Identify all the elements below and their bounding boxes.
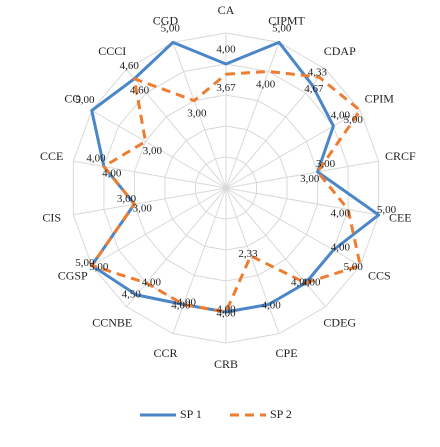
spoke [73, 160, 227, 189]
value-label: 4,00 [331, 242, 351, 254]
category-label: CEE [389, 210, 412, 224]
category-label: CRCF [385, 149, 416, 163]
value-label: 4,00 [216, 44, 236, 56]
legend-label: SP 2 [270, 407, 292, 421]
category-label: CDEG [323, 315, 356, 329]
legend-label: SP 1 [180, 407, 202, 421]
category-label: CCR [153, 346, 177, 360]
value-label: 4,00 [331, 110, 351, 122]
value-label: 4,60 [120, 60, 140, 72]
spoke [225, 187, 280, 334]
category-label: CCS [368, 268, 391, 282]
value-label: 5,00 [272, 22, 292, 34]
category-label: CCNBE [92, 315, 132, 329]
value-label: 3,00 [316, 158, 336, 170]
value-label: 4,67 [304, 83, 324, 95]
series-line [90, 40, 381, 314]
value-label: 4,33 [308, 67, 328, 79]
spoke [172, 187, 227, 334]
value-label: 5,00 [377, 204, 397, 216]
spoke [225, 68, 327, 189]
value-label: 4,60 [130, 84, 150, 96]
value-label: 3,00 [133, 202, 153, 214]
value-label: 3,00 [187, 108, 207, 120]
category-label: CDAP [324, 44, 356, 58]
category-label: CA [218, 3, 235, 17]
spoke [172, 42, 227, 189]
spoke [225, 160, 379, 189]
value-label: 4,00 [256, 79, 276, 91]
value-label: 5,00 [344, 261, 364, 273]
value-label: 4,00 [331, 208, 351, 220]
value-label: 4,50 [122, 289, 142, 301]
value-label: 5,00 [75, 257, 95, 269]
value-label: 4,00 [177, 297, 197, 309]
value-label: 4,00 [171, 300, 191, 312]
spoke [125, 68, 227, 189]
value-label: 4,00 [86, 153, 106, 165]
value-label: 4,00 [142, 276, 162, 288]
spoke [91, 187, 227, 266]
value-label: 3,67 [216, 82, 236, 94]
spoke [225, 187, 361, 266]
spoke [225, 187, 379, 216]
category-label: CRB [214, 357, 238, 371]
value-label: 5,00 [75, 94, 95, 106]
category-label: CIS [42, 210, 61, 224]
spoke [91, 110, 227, 189]
spoke [73, 187, 227, 216]
value-label: 4,00 [216, 308, 236, 320]
category-label: CCE [40, 149, 63, 163]
category-label: CPE [276, 346, 298, 360]
value-label: 5,00 [161, 22, 181, 34]
category-label: CPIM [365, 91, 395, 105]
category-label: CGD [153, 13, 179, 27]
category-label: CIPMT [268, 13, 305, 27]
spoke [225, 110, 361, 189]
value-label: 4,00 [291, 276, 311, 288]
value-label: 5,00 [89, 261, 109, 273]
category-label: CGSP [58, 268, 88, 282]
spoke [125, 187, 227, 308]
value-label: 3,00 [117, 193, 137, 205]
value-label: 3,00 [143, 145, 163, 157]
category-label: CO [64, 91, 81, 105]
value-label: 4,00 [262, 300, 282, 312]
value-label: 4,00 [216, 304, 236, 316]
value-label: 2,33 [238, 248, 258, 260]
value-label: 5,00 [344, 114, 364, 126]
value-label: 4,00 [102, 167, 122, 179]
spoke [225, 187, 327, 308]
spoke [225, 42, 280, 189]
value-label: 4,00 [301, 277, 321, 289]
value-label: 3,00 [300, 173, 320, 185]
category-label: CCCI [98, 44, 126, 58]
